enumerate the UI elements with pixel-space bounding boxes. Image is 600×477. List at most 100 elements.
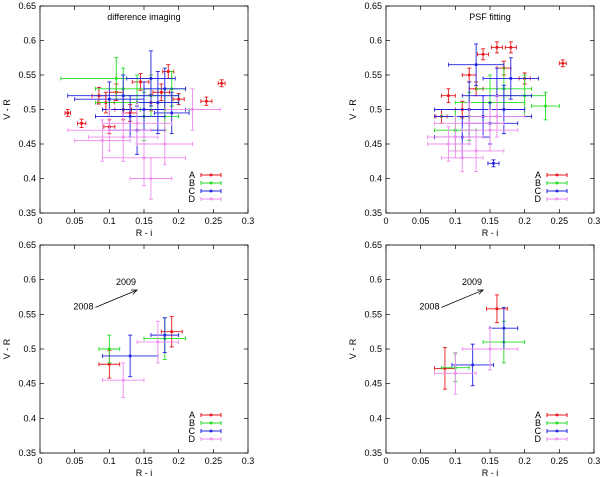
data-point	[468, 95, 526, 138]
y-tick-label: 0.4	[369, 413, 382, 423]
y-tick-label: 0.65	[18, 240, 36, 250]
point-marker	[149, 177, 153, 180]
point-marker	[561, 61, 565, 65]
y-tick-label: 0.55	[18, 309, 36, 319]
point-marker	[502, 326, 506, 330]
y-tick-label: 0.6	[23, 275, 36, 285]
y-tick-label: 0.35	[18, 448, 36, 458]
data-point	[490, 41, 503, 54]
arrow-line	[441, 289, 484, 308]
series-D	[427, 95, 526, 173]
point-marker	[163, 87, 167, 91]
legend-label: D	[535, 434, 542, 444]
x-tick-label: 0.1	[449, 216, 462, 226]
data-point	[101, 129, 187, 186]
legend-label: B	[189, 178, 195, 188]
plot-4: 0 0.05 0.1 0.15 0.2 0.25 0.3 0.35 0.4 0.45 0.5 0.55…	[348, 240, 600, 477]
point-marker	[121, 135, 125, 139]
point-marker	[443, 367, 447, 370]
x-tick-label: 0.2	[172, 456, 185, 466]
annotation-start-label: 2008	[73, 301, 93, 311]
legend-marker	[555, 189, 559, 193]
data-point	[531, 91, 560, 121]
x-axis-label: R - i	[482, 468, 499, 477]
x-tick-label: 0.2	[518, 456, 531, 466]
arrow-line	[95, 289, 138, 308]
data-point	[558, 59, 567, 68]
point-marker	[142, 108, 146, 111]
point-marker	[108, 347, 111, 351]
data-point	[126, 50, 176, 107]
x-tick-label: 0.3	[588, 216, 600, 226]
point-marker	[114, 77, 118, 80]
y-axis-label: V - R	[348, 338, 358, 359]
point-marker	[101, 139, 104, 142]
point-marker	[170, 111, 174, 115]
x-tick-label: 0.25	[551, 216, 569, 226]
point-marker	[220, 81, 223, 85]
plot-1: 0 0.05 0.1 0.15 0.2 0.25 0.3 0.35 0.4 0.45 0.5 0.55…	[2, 1, 254, 238]
data-point	[477, 48, 490, 61]
x-tick-label: 0	[37, 216, 42, 226]
x-tick-label: 0.2	[518, 216, 531, 226]
legend-marker	[555, 437, 559, 441]
data-point	[64, 109, 71, 117]
x-tick-label: 0.3	[242, 216, 255, 226]
y-tick-label: 0.6	[23, 36, 36, 46]
point-marker	[509, 46, 513, 49]
point-marker	[121, 94, 125, 97]
point-marker	[467, 122, 471, 125]
series-B	[441, 320, 526, 383]
x-tick-label: 0.15	[135, 456, 153, 466]
data-point	[434, 352, 477, 395]
series-D	[101, 320, 180, 398]
series-A	[98, 315, 183, 379]
y-tick-label: 0.35	[364, 448, 382, 458]
legend-marker	[209, 413, 213, 417]
point-marker	[454, 135, 457, 139]
series-C	[451, 306, 519, 387]
point-marker	[495, 115, 499, 118]
data-point	[150, 317, 180, 353]
legend-label: A	[535, 170, 541, 180]
point-marker	[142, 156, 146, 160]
plot-title: PSF fitting	[469, 12, 511, 22]
data-point	[136, 122, 193, 166]
legend-marker	[209, 429, 213, 433]
arrow-annotation: 2008 2009	[419, 277, 485, 311]
point-marker	[471, 363, 474, 367]
point-marker	[170, 330, 174, 333]
x-tick-label: 0.15	[135, 216, 153, 226]
x-tick-label: 0.05	[66, 456, 84, 466]
point-marker	[205, 99, 208, 103]
data-point	[441, 143, 484, 173]
data-point	[489, 306, 519, 350]
x-tick-label: 0.05	[66, 216, 84, 226]
y-axis-label: V - R	[2, 338, 12, 359]
y-tick-label: 0.6	[369, 36, 382, 46]
arrow-head	[477, 289, 485, 295]
data-point	[88, 112, 159, 162]
y-tick-label: 0.35	[18, 208, 36, 218]
data-point	[95, 95, 166, 138]
data-point	[447, 43, 505, 86]
y-tick-label: 0.5	[369, 344, 382, 354]
data-point	[200, 96, 213, 106]
data-point	[67, 109, 152, 152]
series-D	[434, 327, 519, 395]
data-point	[101, 102, 173, 145]
x-tick-label: 0	[37, 456, 42, 466]
point-marker	[474, 63, 478, 66]
y-tick-label: 0.5	[369, 105, 382, 115]
data-point	[504, 41, 517, 54]
legend-marker	[209, 421, 213, 425]
data-point	[129, 157, 173, 200]
y-axis-label: V - R	[2, 99, 12, 120]
data-point	[461, 327, 519, 371]
arrow-annotation: 2008 2009	[73, 277, 139, 311]
point-marker	[156, 340, 160, 344]
